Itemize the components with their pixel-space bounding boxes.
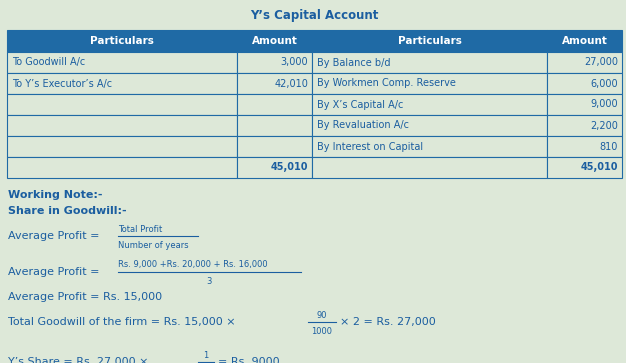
Text: Average Profit =: Average Profit = [8,231,100,241]
Bar [7,136,237,157]
Bar [547,115,622,136]
Text: Particulars: Particulars [90,36,154,46]
Text: 2,200: 2,200 [590,121,618,131]
Text: 1: 1 [203,351,208,359]
Bar [7,115,237,136]
Text: Number of years: Number of years [118,241,188,249]
Text: Y’s Capital Account: Y’s Capital Account [250,9,379,22]
Bar [312,94,547,115]
Bar [7,73,237,94]
Text: 9,000: 9,000 [590,99,618,110]
Bar [237,52,312,73]
Text: Average Profit =: Average Profit = [8,267,100,277]
Text: 6,000: 6,000 [590,78,618,89]
Bar [7,52,237,73]
Text: By Workmen Comp. Reserve: By Workmen Comp. Reserve [317,78,456,89]
Text: 3,000: 3,000 [280,57,308,68]
Bar [547,94,622,115]
Text: To Y’s Executor’s A/c: To Y’s Executor’s A/c [12,78,112,89]
Bar [7,94,237,115]
Text: To Goodwill A/c: To Goodwill A/c [12,57,85,68]
Bar [237,73,312,94]
Text: Working Note:-: Working Note:- [8,190,103,200]
Bar [237,136,312,157]
Text: 45,010: 45,010 [580,163,618,172]
Bar [547,52,622,73]
Text: By X’s Capital A/c: By X’s Capital A/c [317,99,403,110]
Text: 45,010: 45,010 [270,163,308,172]
Bar [7,157,237,178]
Text: By Balance b/d: By Balance b/d [317,57,391,68]
Text: 810: 810 [600,142,618,151]
Bar [547,157,622,178]
Text: 3: 3 [207,277,212,286]
Text: Total Profit: Total Profit [118,224,162,233]
Bar [312,136,547,157]
Text: Rs. 9,000 +Rs. 20,000 + Rs. 16,000: Rs. 9,000 +Rs. 20,000 + Rs. 16,000 [118,261,268,269]
Text: × 2 = Rs. 27,000: × 2 = Rs. 27,000 [340,317,436,327]
Bar [312,73,547,94]
Text: 90: 90 [317,310,327,319]
Text: By Interest on Capital: By Interest on Capital [317,142,423,151]
Text: Particulars: Particulars [398,36,461,46]
Text: = Rs. 9000: = Rs. 9000 [218,357,280,363]
Text: 42,010: 42,010 [274,78,308,89]
Bar [237,94,312,115]
Text: Amount: Amount [252,36,297,46]
Bar [312,30,547,52]
Text: 1000: 1000 [312,326,332,335]
Bar [237,157,312,178]
Text: By Revaluation A/c: By Revaluation A/c [317,121,409,131]
Bar [547,73,622,94]
Text: 27,000: 27,000 [584,57,618,68]
Bar [312,52,547,73]
Bar [312,157,547,178]
Bar [547,136,622,157]
Bar [312,115,547,136]
Bar [237,30,312,52]
Bar [7,30,237,52]
Text: Total Goodwill of the firm = Rs. 15,000 ×: Total Goodwill of the firm = Rs. 15,000 … [8,317,235,327]
Text: Amount: Amount [562,36,607,46]
Text: Y’s Share = Rs. 27,000 ×: Y’s Share = Rs. 27,000 × [8,357,148,363]
Bar [547,30,622,52]
Text: Share in Goodwill:-: Share in Goodwill:- [8,206,126,216]
Bar [237,115,312,136]
Text: Average Profit = Rs. 15,000: Average Profit = Rs. 15,000 [8,292,162,302]
